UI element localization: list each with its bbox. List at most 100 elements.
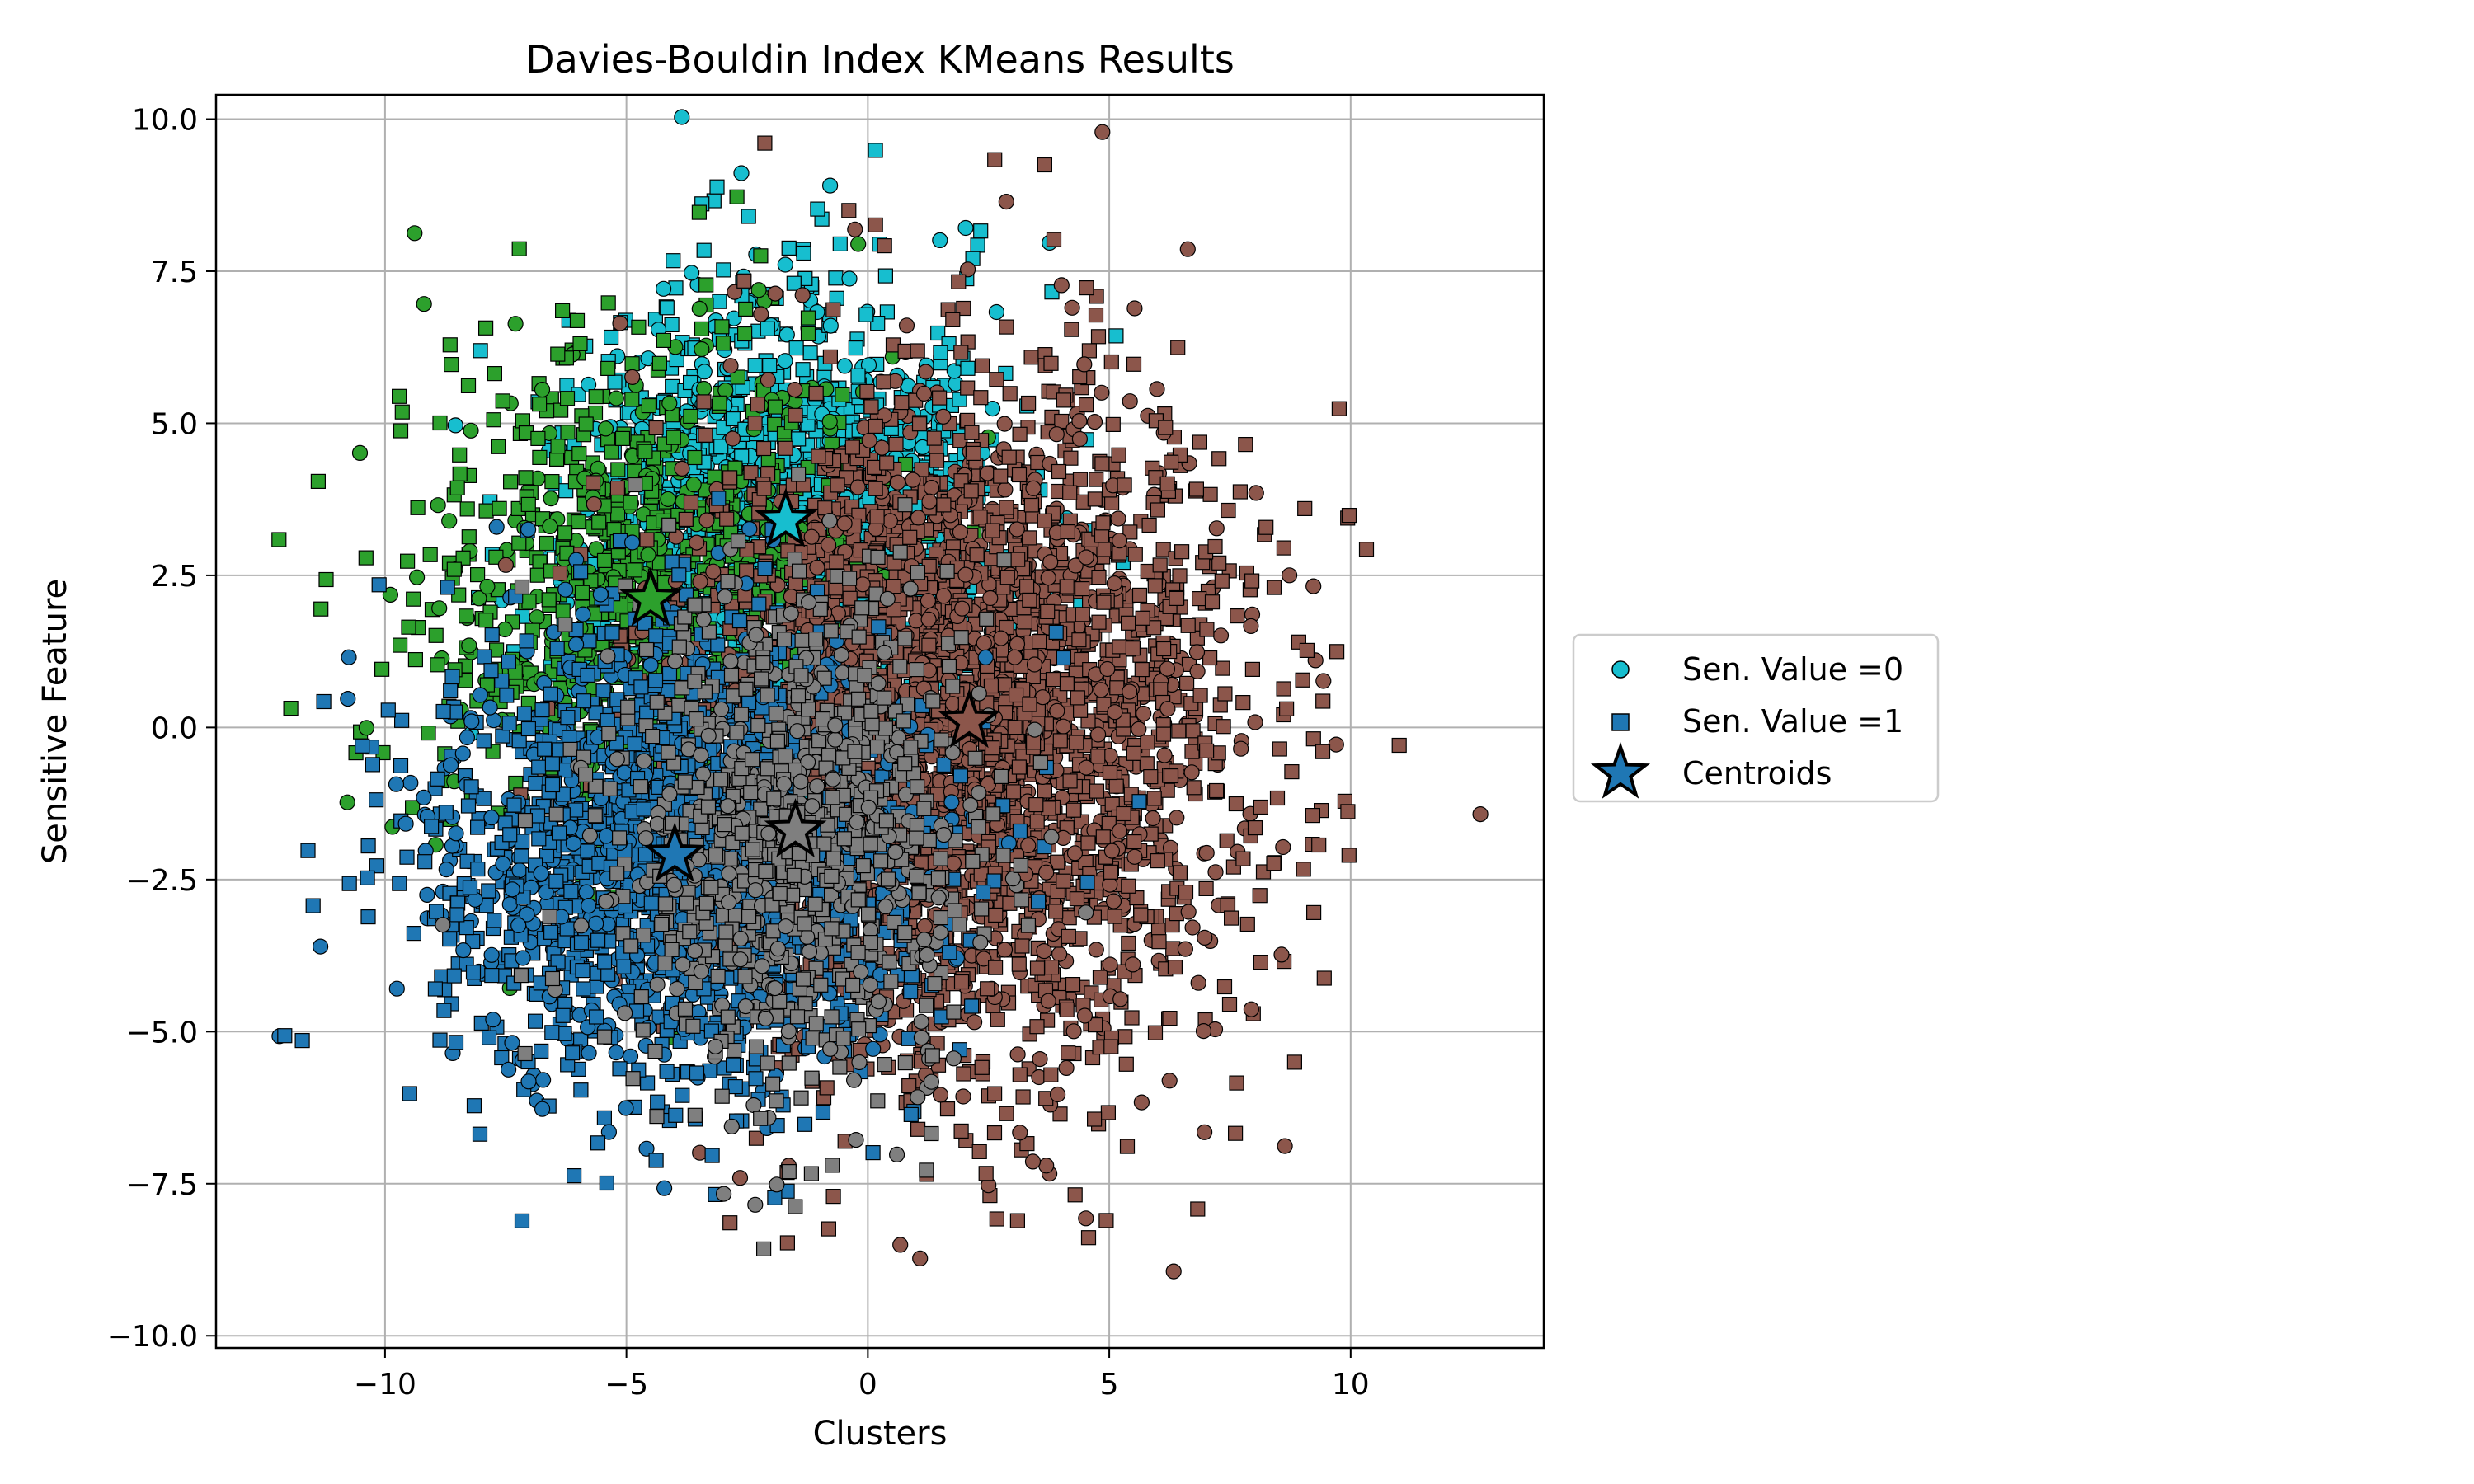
- data-point-circle: [1281, 567, 1298, 584]
- data-point-square: [1311, 837, 1327, 853]
- data-point-square: [910, 1121, 926, 1137]
- data-point-circle: [1328, 736, 1344, 753]
- data-point-circle: [1051, 946, 1068, 962]
- data-point-square: [1184, 744, 1200, 759]
- data-point-square: [870, 316, 886, 331]
- data-point-square: [1299, 642, 1315, 659]
- data-point-square: [1133, 907, 1149, 923]
- data-point-square: [1202, 486, 1218, 502]
- data-point-square: [802, 345, 818, 361]
- data-point-square: [696, 394, 712, 410]
- data-point-circle: [794, 287, 811, 303]
- data-point-circle: [529, 609, 545, 626]
- data-point-circle: [1122, 393, 1138, 410]
- data-point-square: [1061, 1045, 1076, 1061]
- data-point-square: [478, 503, 494, 519]
- data-point-square: [1163, 454, 1179, 470]
- data-point-circle: [1136, 705, 1152, 722]
- data-point-square: [283, 700, 299, 716]
- data-point-circle: [695, 380, 713, 397]
- data-point-circle: [850, 236, 867, 252]
- data-point-circle: [1177, 941, 1194, 957]
- data-point-circle: [750, 282, 767, 298]
- data-point-square: [1105, 416, 1121, 432]
- data-point-circle: [1058, 1059, 1075, 1077]
- data-point-square: [822, 349, 839, 364]
- data-point-square: [945, 312, 961, 327]
- data-point-square: [877, 268, 894, 284]
- data-point-square: [1278, 701, 1295, 716]
- data-point-square: [989, 1211, 1004, 1227]
- data-point-square: [627, 562, 643, 578]
- data-point-square: [1358, 542, 1375, 557]
- data-point-square: [859, 383, 875, 399]
- data-point-circle: [1053, 277, 1070, 294]
- data-point-square: [664, 317, 680, 332]
- data-point-square: [788, 407, 803, 423]
- data-point-square: [639, 532, 655, 547]
- data-point-circle: [955, 1088, 971, 1105]
- data-point-square: [1295, 672, 1310, 688]
- data-point-square: [781, 240, 797, 256]
- data-point-square: [1180, 618, 1196, 633]
- data-point-circle: [892, 1237, 909, 1253]
- data-point-square: [585, 475, 601, 491]
- data-point-circle: [674, 109, 690, 125]
- data-point-square: [1331, 401, 1348, 416]
- data-point-square: [1126, 356, 1142, 372]
- data-point-square: [530, 430, 546, 447]
- data-point-circle: [1086, 414, 1103, 430]
- data-point-square: [714, 319, 730, 335]
- data-point-circle: [1064, 299, 1080, 316]
- data-point-square: [1074, 580, 1090, 597]
- data-point-square: [841, 203, 857, 218]
- data-point-circle: [655, 280, 672, 297]
- data-point-square: [446, 561, 462, 577]
- data-point-square: [1199, 622, 1215, 637]
- data-point-square: [1147, 578, 1163, 594]
- data-point-circle: [849, 479, 866, 495]
- data-point-circle: [731, 1170, 749, 1186]
- data-point-circle: [957, 219, 974, 237]
- data-point-circle: [836, 358, 853, 374]
- data-point-square: [848, 340, 863, 356]
- data-point-circle: [1188, 644, 1206, 660]
- data-point-square: [666, 430, 681, 445]
- data-point-square: [610, 462, 626, 477]
- data-point-square: [1329, 644, 1345, 660]
- data-point-square: [1235, 694, 1251, 711]
- data-point-circle: [407, 225, 423, 242]
- data-point-square: [400, 553, 416, 569]
- data-point-circle: [1126, 300, 1143, 317]
- data-point-circle: [1040, 993, 1056, 1009]
- data-point-square: [832, 236, 848, 251]
- data-point-circle: [542, 518, 558, 535]
- data-point-square: [1198, 881, 1214, 897]
- data-point-square: [694, 321, 710, 336]
- data-point-square: [609, 480, 626, 496]
- data-point-circle: [821, 413, 838, 430]
- data-point-square: [990, 1012, 1005, 1027]
- data-point-square: [747, 358, 763, 373]
- data-point-square: [953, 345, 969, 360]
- data-point-square: [665, 378, 680, 394]
- data-point-square: [572, 336, 588, 351]
- data-point-square: [487, 366, 503, 382]
- data-point-square: [930, 325, 946, 341]
- data-point-square: [825, 302, 841, 317]
- data-point-square: [600, 360, 616, 376]
- data-point-square: [1286, 1054, 1303, 1070]
- data-point-circle: [1111, 533, 1128, 549]
- data-point-circle: [640, 547, 656, 563]
- data-point-circle: [841, 270, 858, 287]
- data-point-square: [1341, 848, 1357, 863]
- data-point-square: [631, 319, 647, 335]
- data-point-square: [786, 275, 802, 291]
- data-point-square: [1041, 801, 1056, 816]
- data-point-square: [719, 511, 735, 527]
- data-point-square: [550, 439, 566, 454]
- data-point-square: [1305, 807, 1321, 824]
- data-point-square: [1011, 467, 1028, 483]
- data-point-circle: [1094, 384, 1110, 401]
- data-point-square: [1217, 686, 1233, 702]
